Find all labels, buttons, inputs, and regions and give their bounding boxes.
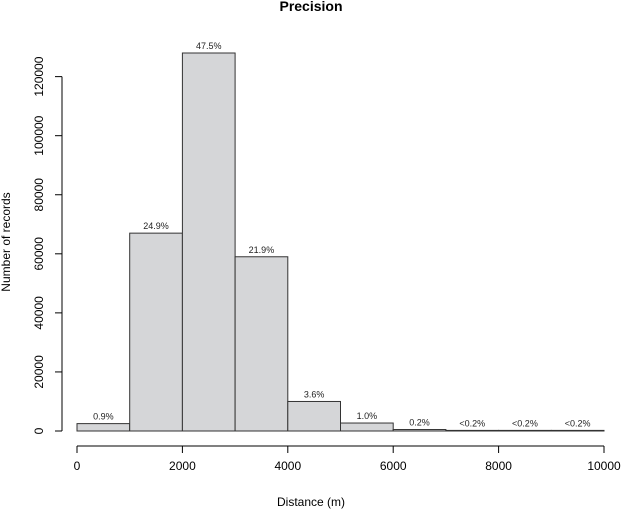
bar-percent-label: 1.0% [357, 411, 378, 421]
x-tick-label: 4000 [274, 459, 301, 473]
y-tick-label: 100000 [32, 115, 46, 155]
data-labels-group: 0.9% 24.9% 47.5% 21.9% 3.6% 1.0% 0.2% <0.2% <0.2… [93, 41, 590, 428]
y-axis: 0 20000 40000 60000 80000 100000 120000 [32, 56, 63, 434]
bar-percent-label: 0.9% [93, 412, 114, 422]
bar-percent-label: 0.2% [409, 418, 430, 428]
x-tick-label: 8000 [485, 459, 512, 473]
y-tick-label: 0 [32, 427, 46, 434]
y-tick-label: 60000 [32, 237, 46, 271]
bar-percent-label: 47.5% [196, 41, 222, 51]
histogram-bar [181, 52, 236, 432]
bar-percent-label: <0.2% [459, 418, 485, 428]
histogram-bar [445, 429, 500, 432]
x-axis: 0 2000 4000 6000 8000 10000 [74, 445, 621, 473]
bar-percent-label: 24.9% [143, 221, 169, 231]
y-tick-label: 80000 [32, 178, 46, 212]
y-tick-label: 40000 [32, 296, 46, 330]
bar-percent-label: 3.6% [304, 389, 325, 399]
x-axis-label: Distance (m) [277, 495, 345, 509]
x-tick-label: 6000 [380, 459, 407, 473]
x-tick-label: 0 [74, 459, 81, 473]
x-tick-label: 2000 [169, 459, 196, 473]
histogram-bar [234, 256, 289, 432]
histogram-bar [550, 429, 605, 432]
x-tick-label: 10000 [587, 459, 621, 473]
histogram-bar [76, 423, 131, 432]
histogram-bar [498, 429, 552, 432]
y-tick-label: 20000 [32, 355, 46, 389]
bars-group [76, 52, 605, 432]
bar-percent-label: 21.9% [249, 245, 275, 255]
chart-title: Precision [279, 0, 342, 14]
bar-percent-label: <0.2% [565, 418, 591, 428]
y-tick-label: 120000 [32, 56, 46, 96]
histogram-bar [392, 429, 447, 432]
histogram-bar [287, 400, 341, 432]
histogram-bar [340, 422, 394, 432]
bar-percent-label: <0.2% [512, 418, 538, 428]
y-axis-label: Number of records [0, 192, 13, 291]
histogram-bar [129, 232, 183, 432]
